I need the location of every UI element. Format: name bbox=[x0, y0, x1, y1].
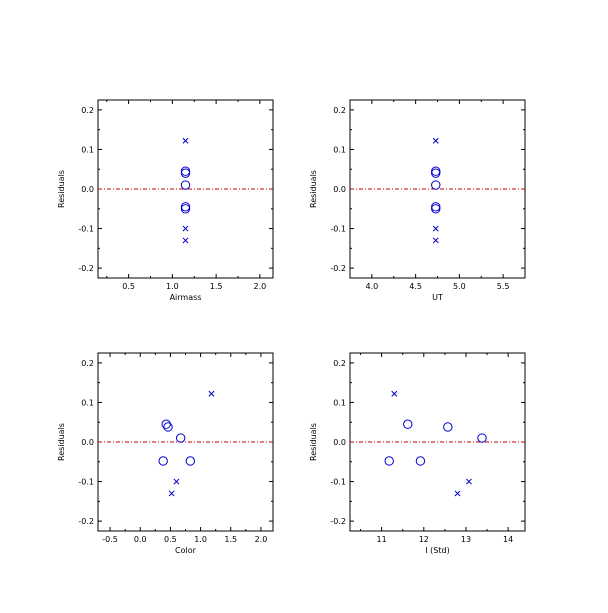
x-tick-label: 1.0 bbox=[166, 282, 179, 291]
x-tick-label: 2.0 bbox=[254, 282, 267, 291]
data-point-cross bbox=[432, 225, 439, 232]
x-tick-label: 1.5 bbox=[210, 282, 223, 291]
y-axis-label: Residuals bbox=[57, 170, 66, 208]
y-tick-label: 0.2 bbox=[333, 106, 346, 115]
data-point-circle bbox=[415, 456, 426, 466]
x-tick-label: 5.0 bbox=[453, 282, 466, 291]
y-tick-label: 0.1 bbox=[81, 398, 94, 407]
data-point-circle bbox=[185, 456, 196, 466]
panel-1: 0.5 1.0 1.5 2.0 -0.2 -0.1 0.0 0.1 0.2 Airmass Resi… bbox=[57, 99, 274, 302]
data-point-cross bbox=[182, 237, 189, 244]
y-tick-label: -0.1 bbox=[330, 225, 346, 234]
x-tick-label: -0.5 bbox=[102, 535, 118, 544]
data-point-cross bbox=[208, 390, 215, 397]
data-point-circle bbox=[175, 433, 186, 443]
x-tick-label: 0.5 bbox=[164, 535, 177, 544]
y-tick-label: -0.2 bbox=[78, 264, 94, 273]
y-tick-label: 0.0 bbox=[333, 438, 346, 447]
y-tick-label: 0.0 bbox=[81, 185, 94, 194]
y-tick-label: -0.2 bbox=[330, 517, 346, 526]
data-point-circle bbox=[158, 456, 168, 466]
panel-4: 11 12 13 14 -0.2 -0.1 0.0 0.1 0.2 I (Std) Residual… bbox=[309, 352, 526, 555]
x-tick-label: 1.5 bbox=[224, 535, 237, 544]
x-axis-label: Airmass bbox=[170, 293, 202, 302]
panel-2: 4.0 4.5 5.0 5.5 -0.2 -0.1 0.0 0.1 0.2 UT Residuals bbox=[309, 99, 526, 302]
y-axis-label: Residuals bbox=[309, 423, 318, 461]
y-axis-label: Residuals bbox=[309, 170, 318, 208]
data-point-cross bbox=[182, 225, 189, 232]
x-tick-label: 12 bbox=[419, 535, 429, 544]
y-tick-label: 0.1 bbox=[81, 145, 94, 154]
y-tick-label: 0.2 bbox=[81, 359, 94, 368]
data-point-cross bbox=[173, 478, 180, 485]
data-point-circle bbox=[431, 180, 441, 190]
x-tick-label: 2.0 bbox=[255, 535, 268, 544]
data-point-cross bbox=[391, 390, 398, 397]
data-point-circle bbox=[180, 168, 191, 178]
x-tick-label: 1.0 bbox=[194, 535, 207, 544]
data-point-circle bbox=[180, 204, 191, 214]
x-tick-label: 11 bbox=[377, 535, 387, 544]
y-tick-label: -0.2 bbox=[78, 517, 94, 526]
x-tick-label: 5.5 bbox=[497, 282, 510, 291]
x-tick-label: 0.0 bbox=[134, 535, 147, 544]
y-tick-label: -0.1 bbox=[330, 478, 346, 487]
data-point-circle bbox=[161, 419, 171, 429]
y-tick-label: 0.0 bbox=[333, 185, 346, 194]
y-tick-label: 0.1 bbox=[333, 145, 346, 154]
data-point-cross bbox=[168, 490, 175, 497]
data-point-circle bbox=[180, 180, 191, 190]
y-tick-label: -0.1 bbox=[78, 225, 94, 234]
y-tick-label: -0.1 bbox=[78, 478, 94, 487]
x-tick-label: 13 bbox=[461, 535, 471, 544]
x-tick-label: 0.5 bbox=[122, 282, 135, 291]
y-tick-label: -0.2 bbox=[330, 264, 346, 273]
data-point-circle bbox=[403, 419, 413, 429]
x-tick-label: 14 bbox=[503, 535, 513, 544]
x-axis-label: UT bbox=[432, 293, 443, 302]
data-point-cross bbox=[182, 137, 189, 144]
x-tick-label: 4.0 bbox=[366, 282, 379, 291]
data-point-cross bbox=[432, 237, 439, 244]
data-point-circle bbox=[443, 422, 453, 432]
x-tick-label: 4.5 bbox=[409, 282, 422, 291]
data-point-circle bbox=[431, 204, 441, 214]
data-point-circle bbox=[163, 422, 173, 432]
y-tick-label: 0.2 bbox=[333, 359, 346, 368]
y-tick-label: 0.0 bbox=[81, 438, 94, 447]
data-point-circle bbox=[384, 456, 394, 466]
data-point-circle bbox=[477, 433, 487, 443]
panel-3: -0.5 0.0 0.5 1.0 1.5 2.0 -0.2 -0.1 0.0 0.1 0.2 Colo… bbox=[57, 352, 274, 555]
y-axis-label: Residuals bbox=[57, 423, 66, 461]
data-point-cross bbox=[465, 478, 472, 485]
x-axis-label: I (Std) bbox=[425, 546, 449, 555]
x-axis-label: Color bbox=[175, 546, 197, 555]
y-tick-label: 0.2 bbox=[81, 106, 94, 115]
data-point-circle bbox=[431, 168, 441, 178]
data-point-cross bbox=[454, 490, 461, 497]
y-tick-label: 0.1 bbox=[333, 398, 346, 407]
data-point-cross bbox=[432, 137, 439, 144]
